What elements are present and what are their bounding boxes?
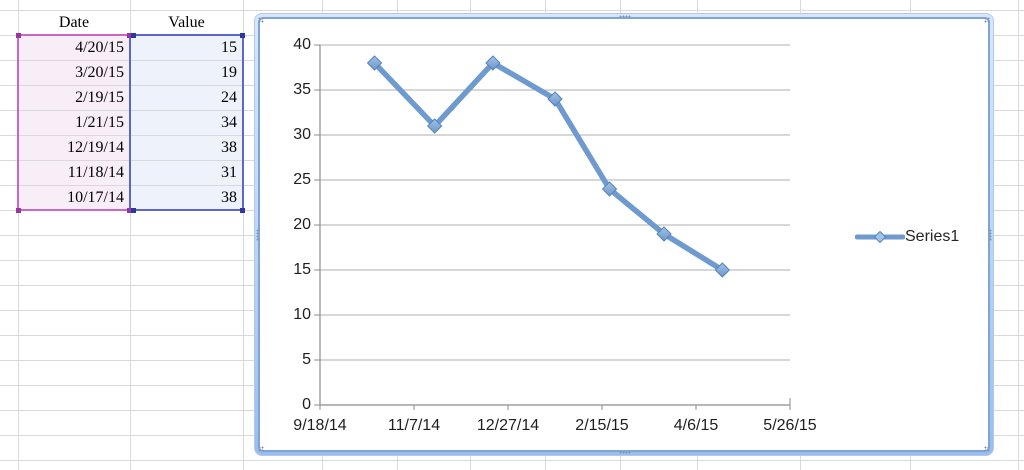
table-cell-value[interactable]: 19 xyxy=(221,64,237,81)
y-axis-tick-label: 40 xyxy=(293,36,311,53)
y-axis-tick-label: 0 xyxy=(302,396,311,413)
chart-object[interactable]: 0 5 10 15 20 25 30 35 40 9/18/14 11/7/14 12/27/14 2… xyxy=(254,13,994,456)
x-axis-tick-label: 4/6/15 xyxy=(673,417,719,434)
table-row: 10/17/14 38 xyxy=(18,185,243,210)
sheet-column-gridline xyxy=(1018,0,1019,470)
y-axis-tick-label: 15 xyxy=(293,261,311,278)
x-axis-tick-label: 11/7/14 xyxy=(387,417,441,434)
chart-resize-handle-top-left[interactable] xyxy=(258,17,264,23)
legend-series-marker-icon xyxy=(855,230,905,244)
y-axis-tick-label: 35 xyxy=(293,81,311,98)
table-cell-date[interactable]: 1/21/15 xyxy=(75,114,124,131)
table-cell-value[interactable]: 38 xyxy=(221,189,237,206)
table-cell-date[interactable]: 12/19/14 xyxy=(67,139,124,156)
chart-resize-handle-bottom[interactable] xyxy=(619,451,631,454)
column-header-date[interactable]: Date xyxy=(58,14,90,31)
table-cell-value[interactable]: 38 xyxy=(221,139,237,156)
table-cell-date[interactable]: 2/19/15 xyxy=(75,89,124,106)
legend-series-label: Series1 xyxy=(905,228,960,245)
table-row: 1/21/15 34 xyxy=(18,110,243,135)
chart-resize-handle-bottom-right[interactable] xyxy=(984,446,990,452)
table-cell-value[interactable]: 34 xyxy=(221,114,237,131)
table-row: 4/20/15 15 xyxy=(18,35,243,60)
table-cell-value[interactable]: 24 xyxy=(221,89,237,106)
x-axis-tick-label: 9/18/14 xyxy=(293,417,347,434)
y-axis-tick-label: 5 xyxy=(302,351,311,368)
x-axis-tick-label: 2/15/15 xyxy=(575,417,629,434)
sheet-column-gridline xyxy=(243,0,244,470)
y-axis-tick-label: 20 xyxy=(293,216,311,233)
y-axis-tick-label: 10 xyxy=(293,306,311,323)
chart-legend[interactable]: Series1 xyxy=(855,227,959,247)
chart-resize-handle-right[interactable] xyxy=(989,229,992,241)
chart-resize-handle-left[interactable] xyxy=(256,229,259,241)
y-axis-tick-label: 25 xyxy=(293,171,311,188)
chart-resize-handle-top[interactable] xyxy=(619,15,631,18)
table-rows: 4/20/15 15 3/20/15 19 2/19/15 24 1/21/15 34 12/1… xyxy=(18,35,243,210)
table-cell-date[interactable]: 3/20/15 xyxy=(75,64,124,81)
table-row: 2/19/15 24 xyxy=(18,85,243,110)
x-axis-tick-label: 12/27/14 xyxy=(476,417,540,434)
table-cell-value[interactable]: 31 xyxy=(221,164,237,181)
chart-resize-handle-bottom-left[interactable] xyxy=(258,446,264,452)
y-axis-tick-label: 30 xyxy=(293,126,311,143)
series-line[interactable] xyxy=(371,60,726,273)
chart-resize-handle-top-right[interactable] xyxy=(984,17,990,23)
table-row: 11/18/14 31 xyxy=(18,160,243,185)
table-cell-date[interactable]: 4/20/15 xyxy=(75,39,124,56)
table-cell-date[interactable]: 10/17/14 xyxy=(67,189,124,206)
column-header-value[interactable]: Value xyxy=(168,14,205,31)
table-cell-date[interactable]: 11/18/14 xyxy=(67,164,124,181)
table-row: 12/19/14 38 xyxy=(18,135,243,160)
x-axis-tick-label: 5/26/15 xyxy=(763,417,817,434)
table-row: 3/20/15 19 xyxy=(18,60,243,85)
table-cell-value[interactable]: 15 xyxy=(221,39,237,56)
